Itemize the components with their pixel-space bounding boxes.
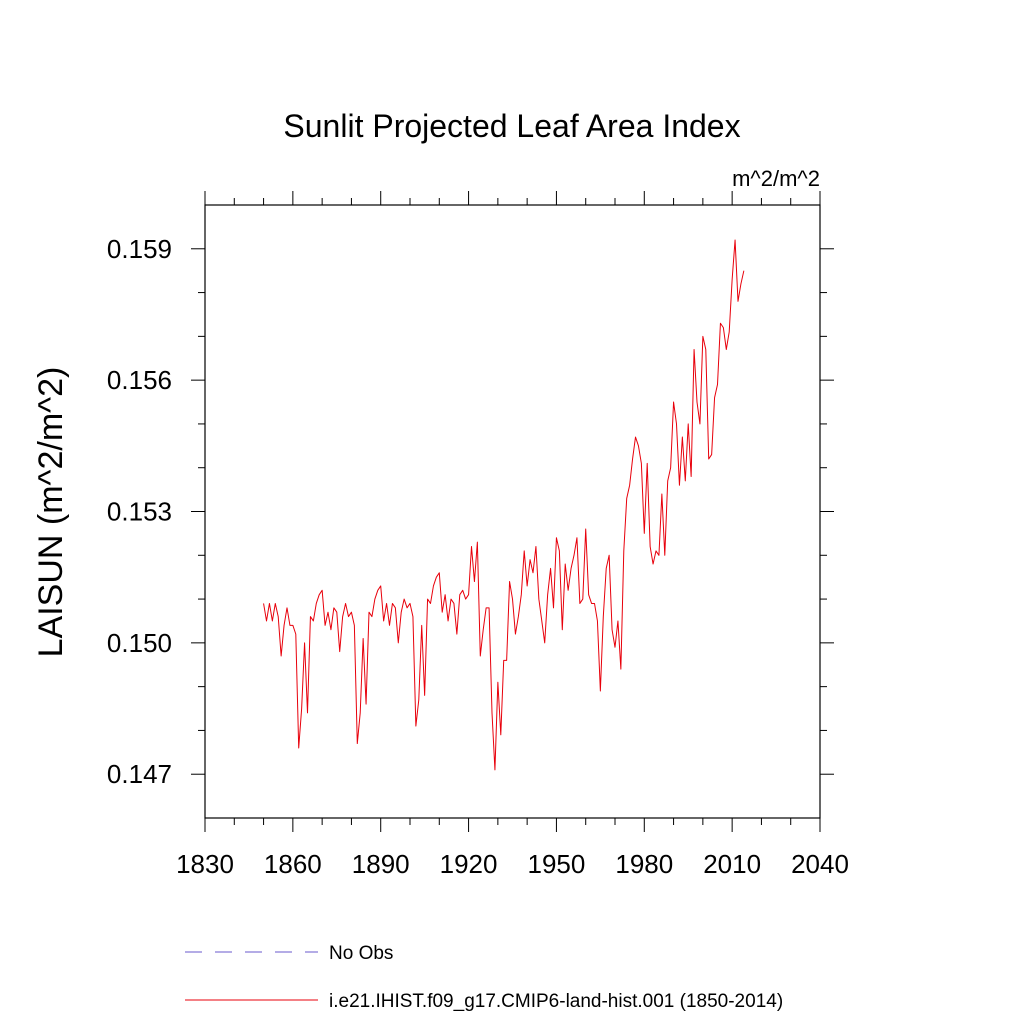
- series-line-model-run: [263, 239, 745, 771]
- y-tick-label: 0.153: [107, 497, 172, 527]
- legend-label-model-run: i.e21.IHIST.f09_g17.CMIP6-land-hist.001 …: [329, 991, 783, 1012]
- x-tick-label: 2010: [703, 849, 761, 879]
- minor-ticks: [198, 198, 827, 825]
- y-tick-label: 0.159: [107, 234, 172, 264]
- x-tick-label: 1980: [615, 849, 673, 879]
- units-label: m^2/m^2: [732, 166, 820, 191]
- y-tick-label: 0.147: [107, 759, 172, 789]
- y-axis-ticks: 0.147 0.150 0.153 0.156 0.159: [107, 234, 834, 789]
- legend-label-no-obs: No Obs: [329, 943, 393, 964]
- y-axis-label: LAISUN (m^2/m^2): [32, 367, 70, 658]
- x-axis-ticks: 1830 1860 1890 1920 1950 1980 2010 2040: [176, 191, 849, 879]
- x-tick-label: 2040: [791, 849, 849, 879]
- x-tick-label: 1890: [352, 849, 410, 879]
- x-tick-label: 1920: [440, 849, 498, 879]
- chart-title: Sunlit Projected Leaf Area Index: [283, 108, 740, 144]
- series-layer: [263, 239, 745, 771]
- y-tick-label: 0.150: [107, 628, 172, 658]
- legend: No Obs i.e21.IHIST.f09_g17.CMIP6-land-hi…: [185, 943, 783, 1012]
- plot-frame: [204, 204, 821, 819]
- y-tick-label: 0.156: [107, 365, 172, 395]
- x-tick-label: 1860: [264, 849, 322, 879]
- x-tick-label: 1950: [528, 849, 586, 879]
- x-tick-label: 1830: [176, 849, 234, 879]
